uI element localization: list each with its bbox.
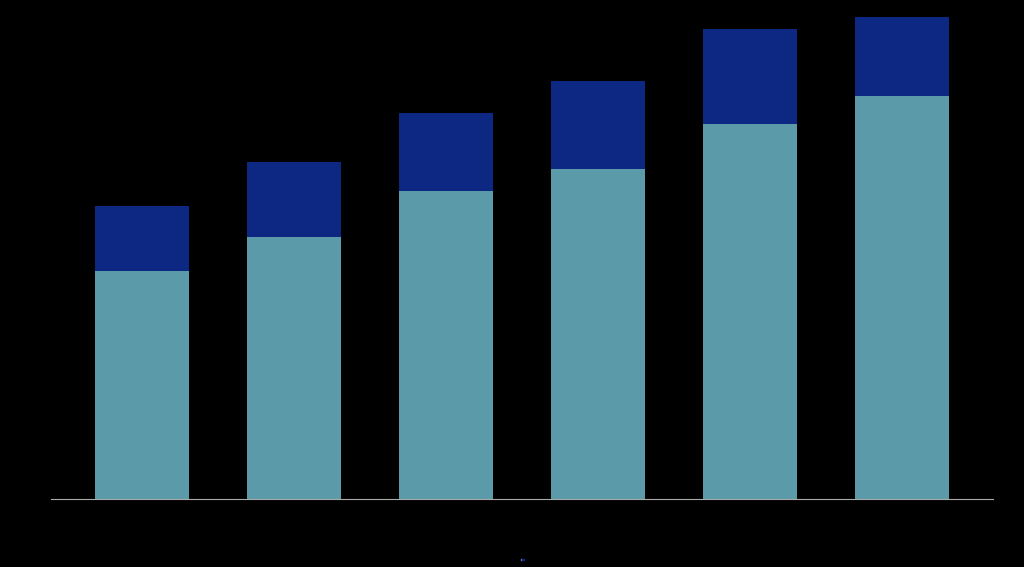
- Bar: [855, 0, 949, 96]
- Bar: [855, 96, 949, 499]
- Bar: [703, 124, 798, 499]
- Bar: [95, 206, 189, 270]
- Bar: [95, 270, 189, 499]
- Bar: [247, 162, 341, 237]
- Bar: [551, 169, 645, 499]
- Bar: [399, 113, 494, 191]
- Bar: [703, 29, 798, 124]
- Legend: , : ,: [520, 558, 524, 561]
- Bar: [399, 191, 494, 499]
- Bar: [247, 237, 341, 499]
- Bar: [551, 81, 645, 169]
